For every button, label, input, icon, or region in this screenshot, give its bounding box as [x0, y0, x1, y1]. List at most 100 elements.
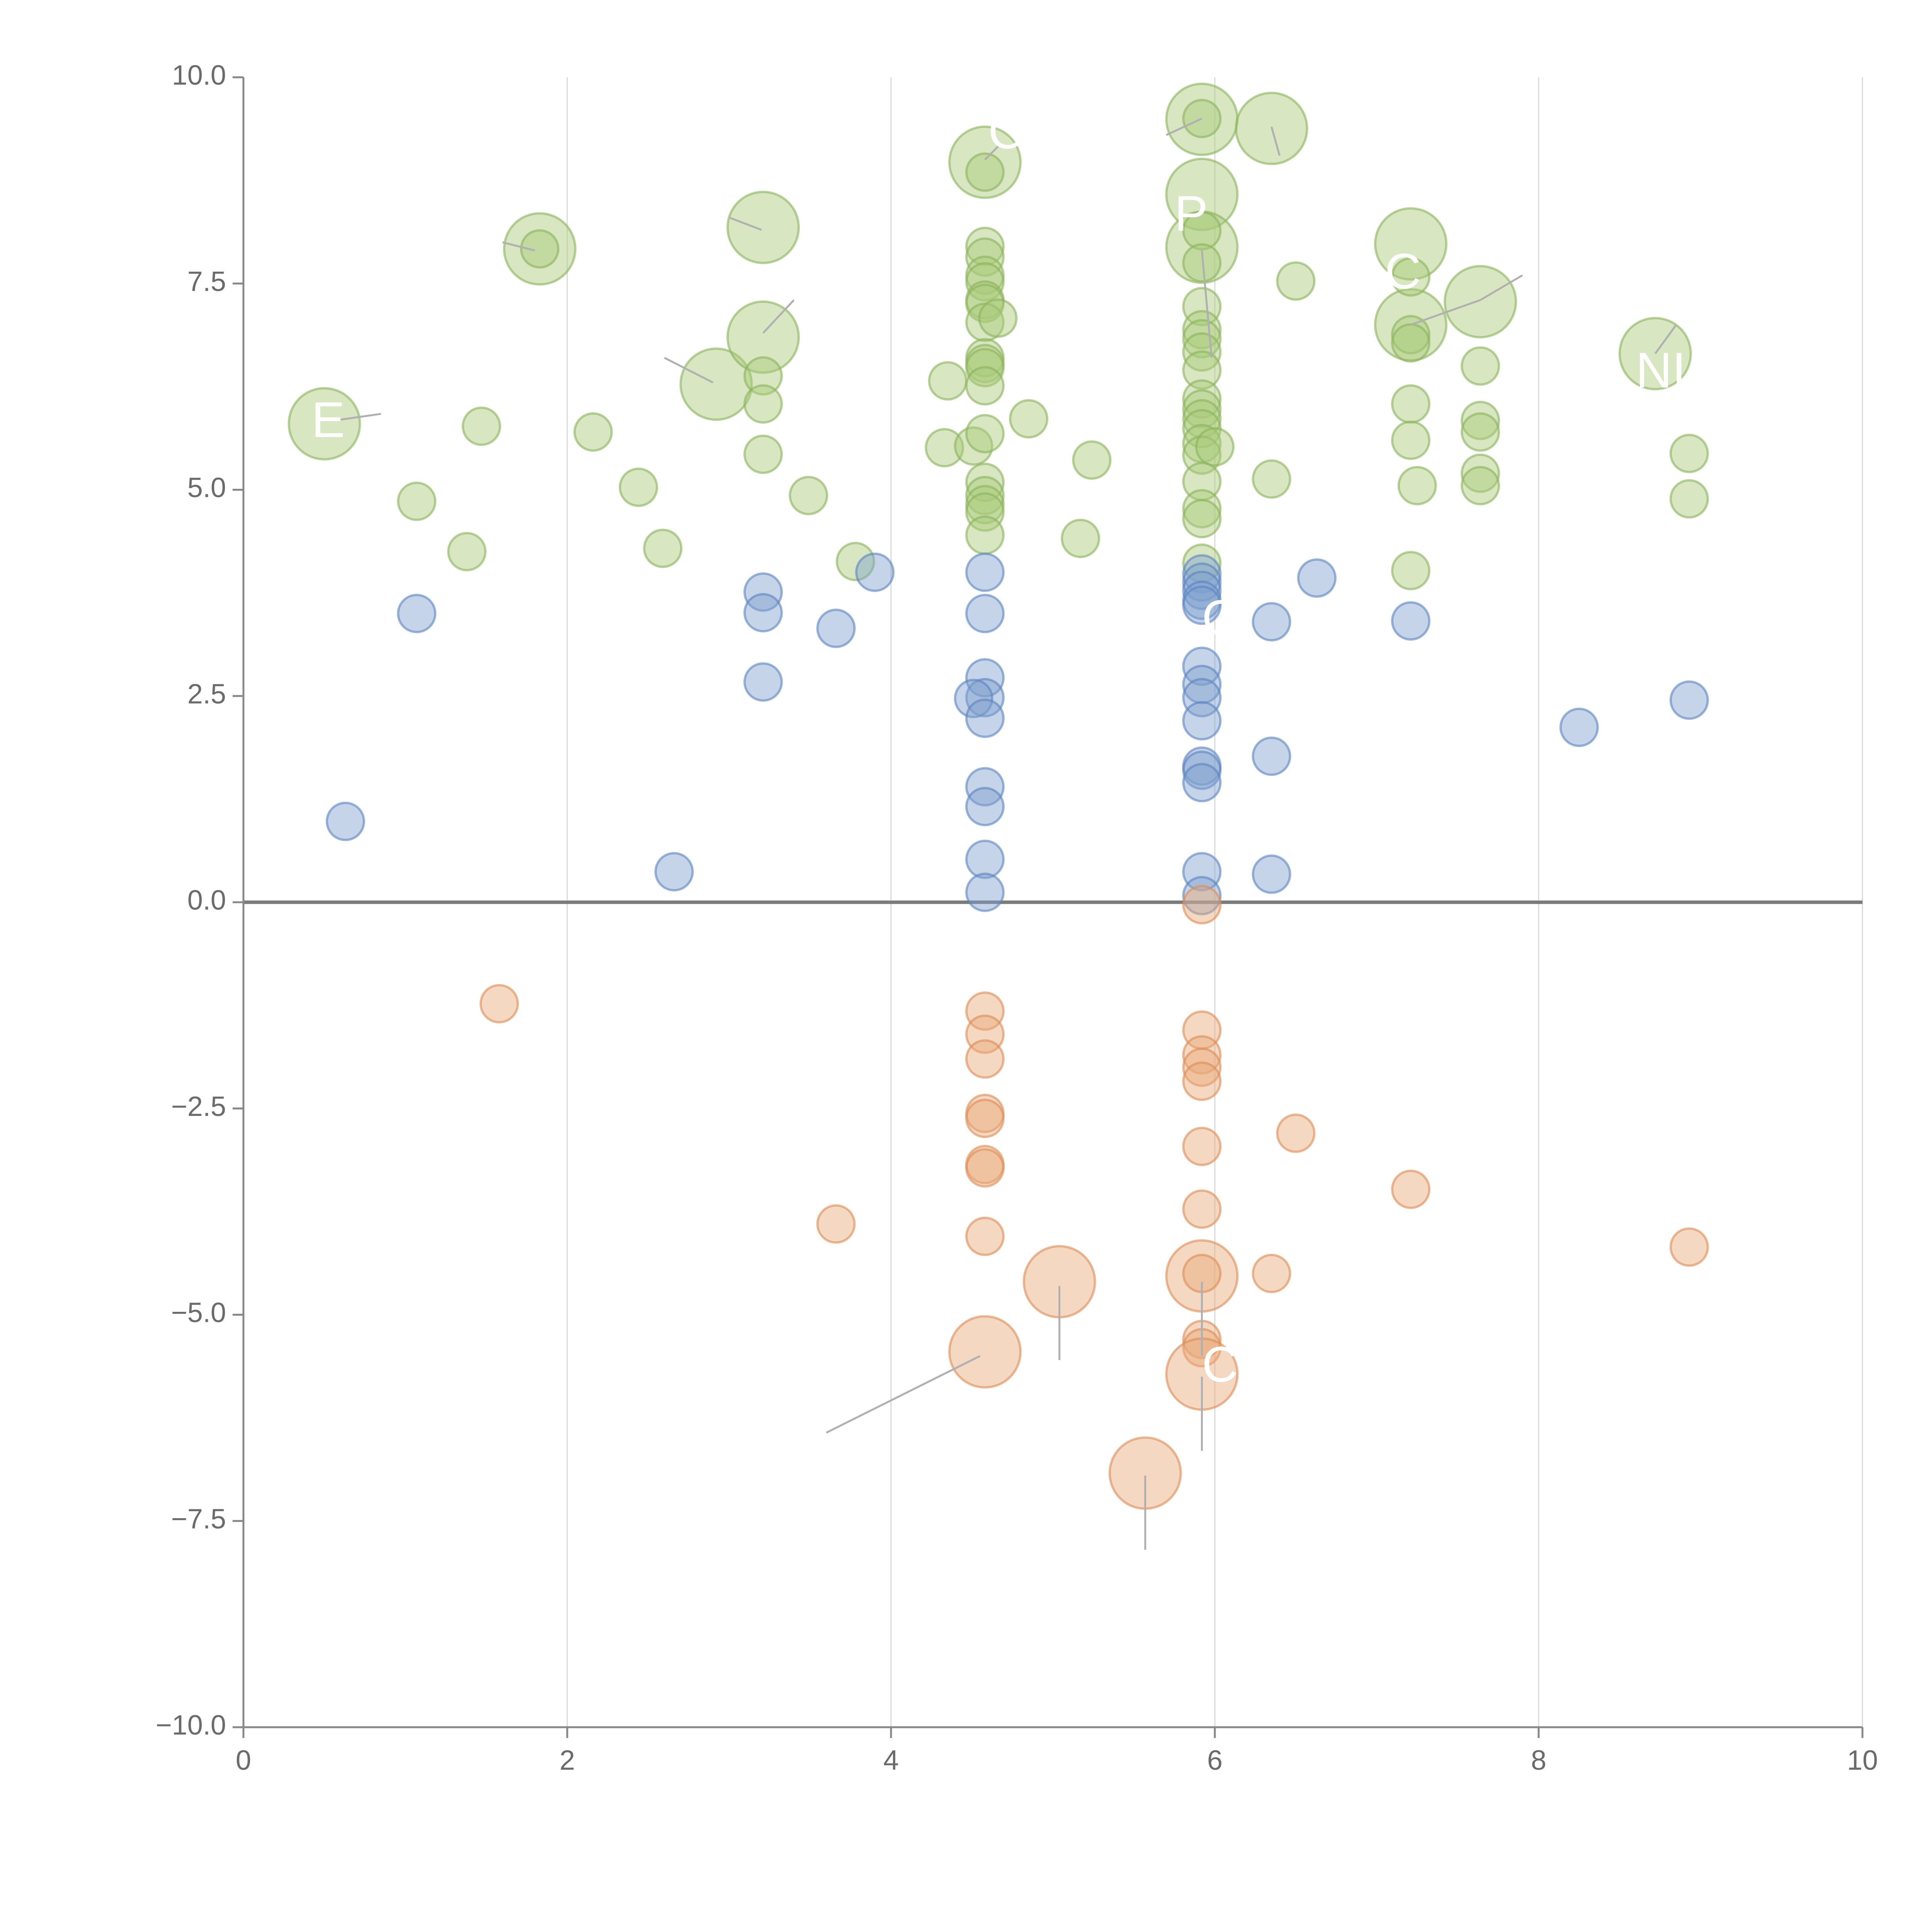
annotation-connectors: [340, 117, 1677, 1550]
orange-point: [1182, 1048, 1222, 1087]
orange-point: [816, 1204, 856, 1244]
orange-point: [1669, 1227, 1709, 1267]
green-point: [1182, 499, 1222, 539]
annotation-connector: [826, 1355, 981, 1434]
green-point: [447, 532, 487, 571]
green-point: [1195, 427, 1235, 467]
green-point: [965, 152, 1005, 192]
blue-point: [1182, 852, 1222, 892]
annotation-connector: [1480, 274, 1523, 301]
blue-point: [965, 872, 1005, 912]
green-point: [1461, 412, 1500, 452]
green-point: [925, 428, 964, 468]
green-point: [1461, 453, 1500, 493]
green-point: [1391, 257, 1430, 297]
orange-point: [480, 984, 519, 1024]
y-tick-label: 5.0: [187, 473, 226, 503]
orange-point: [965, 1039, 1005, 1079]
annotation-connector: [729, 216, 762, 231]
annotation-connector: [762, 299, 795, 334]
orange-point: [1182, 1126, 1222, 1166]
blue-point: [1669, 680, 1709, 720]
green-point: [978, 298, 1018, 338]
green-point: [1397, 466, 1437, 505]
blue-point: [743, 662, 783, 702]
annotation-label: E: [311, 391, 345, 448]
green-point: [965, 492, 1005, 532]
orange-point: [1182, 1189, 1222, 1229]
green-point: [1072, 440, 1112, 480]
x-tick-label: 0: [236, 1745, 251, 1776]
orange-point: [1252, 1253, 1291, 1293]
green-point: [1165, 158, 1239, 231]
green-point: [1252, 459, 1291, 499]
annotation-connector: [502, 241, 535, 252]
y-tick-label: −7.5: [171, 1503, 226, 1534]
annotation-connector: [1654, 324, 1677, 354]
annotation-label: NI: [1636, 342, 1686, 398]
blue-point: [965, 839, 1005, 879]
green-point: [954, 426, 993, 466]
blue-point: [1182, 876, 1222, 915]
green-point: [789, 476, 828, 515]
annotation-connector: [1410, 299, 1481, 326]
orange-point: [1276, 1113, 1316, 1153]
green-point: [1669, 434, 1709, 473]
orange-point: [965, 991, 1005, 1031]
green-point: [1182, 350, 1222, 390]
green-point: [503, 212, 577, 286]
blue-point: [1391, 601, 1430, 641]
blue-point: [855, 553, 895, 592]
green-point: [743, 434, 783, 474]
green-point: [928, 361, 968, 401]
green-point: [1061, 519, 1100, 558]
axes: 10.0 7.5 5.0 2.5 0.0 −2.5 −5.0 −7.5 −10.0 0 2 4 6 8 10: [156, 60, 1878, 1776]
orange-point: [1182, 1061, 1222, 1101]
blue-point: [965, 698, 1005, 738]
green-point: [1182, 389, 1222, 429]
blue-point: [965, 767, 1005, 807]
blue-point: [816, 609, 856, 648]
orange-point: [965, 1216, 1005, 1256]
x-tick-label: 8: [1531, 1745, 1546, 1776]
green-point: [726, 300, 800, 374]
x-tick-label: 6: [1207, 1745, 1223, 1776]
blue-point: [743, 593, 783, 633]
green-point: [743, 384, 783, 424]
green-point: [1461, 346, 1500, 386]
blue-point: [397, 594, 437, 633]
y-tick-label: 2.5: [187, 679, 226, 709]
green-point: [965, 476, 1005, 515]
orange-point: [1391, 1169, 1430, 1209]
blue-point: [1252, 736, 1291, 776]
annotation-connector: [1166, 117, 1202, 136]
green-point: [1461, 401, 1500, 440]
blue-point: [954, 679, 993, 718]
green-point: [726, 190, 800, 264]
green-point: [1374, 207, 1447, 281]
green-point: [965, 414, 1005, 454]
green-point: [1182, 211, 1222, 251]
x-tick-label: 2: [560, 1745, 575, 1776]
orange-point: [1182, 885, 1222, 925]
blue-point: [1182, 678, 1222, 718]
blue-point: [1182, 763, 1222, 803]
green-point: [461, 406, 501, 446]
green-point: [1444, 265, 1517, 338]
data-points: [287, 82, 1709, 1510]
blue-point: [1182, 585, 1222, 625]
green-point: [1669, 479, 1709, 519]
blue-point: [965, 553, 1005, 592]
blue-point: [965, 594, 1005, 633]
green-point: [679, 347, 753, 421]
orange-point: [948, 1315, 1022, 1389]
orange-point: [965, 1099, 1005, 1138]
green-point: [573, 412, 613, 452]
blue-point: [1559, 707, 1599, 747]
blue-point: [654, 852, 694, 892]
green-point: [1461, 466, 1500, 505]
green-point: [965, 463, 1005, 502]
green-point: [1391, 551, 1430, 590]
green-point: [1391, 315, 1430, 355]
